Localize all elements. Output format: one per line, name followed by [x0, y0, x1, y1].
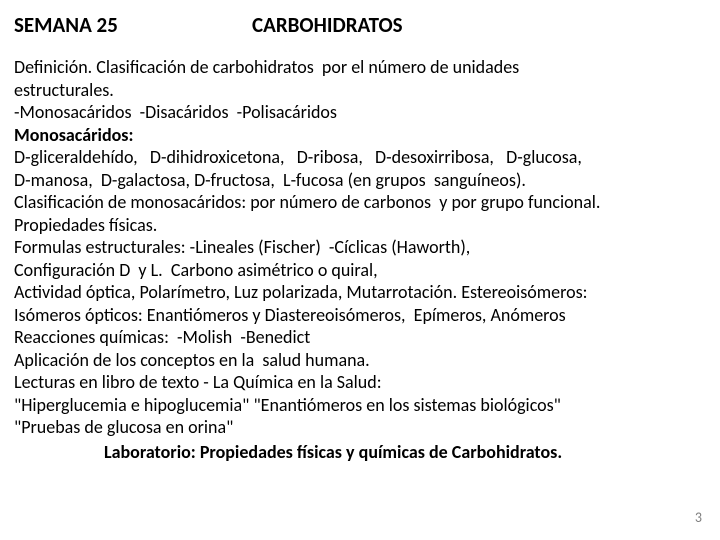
body-line: Configuración D y L. Carbono asimétrico …: [14, 259, 704, 282]
body-text: Definición. Clasificación de carbohidrat…: [14, 56, 704, 439]
body-line: "Hiperglucemia e hipoglucemia" "Enantióm…: [14, 394, 704, 417]
body-line: Monosacáridos:: [14, 124, 704, 147]
header-row: SEMANA 25 CARBOHIDRATOS: [14, 12, 704, 38]
page-number: 3: [695, 509, 702, 526]
body-line: Clasificación de monosacáridos: por núme…: [14, 191, 704, 214]
body-line: Definición. Clasificación de carbohidrat…: [14, 56, 704, 79]
week-label: SEMANA 25: [14, 12, 252, 38]
body-line: estructurales.: [14, 79, 704, 102]
body-line: Aplicación de los conceptos en la salud …: [14, 349, 704, 372]
body-line: -Monosacáridos -Disacáridos -Polisacárid…: [14, 101, 704, 124]
body-line: "Pruebas de glucosa en orina": [14, 416, 704, 439]
body-line: Reacciones químicas: -Molish -Benedict: [14, 326, 704, 349]
body-line: D-manosa, D-galactosa, D-fructosa, L-fuc…: [14, 169, 704, 192]
body-line: Isómeros ópticos: Enantiómeros y Diaster…: [14, 304, 704, 327]
body-line: Propiedades físicas.: [14, 214, 704, 237]
body-line: D-gliceraldehído, D-dihidroxicetona, D-r…: [14, 146, 704, 169]
lab-line: Laboratorio: Propiedades físicas y quími…: [14, 441, 704, 463]
body-line: Formulas estructurales: -Lineales (Fisch…: [14, 236, 704, 259]
page-title: CARBOHIDRATOS: [252, 12, 403, 38]
body-line: Lecturas en libro de texto - La Química …: [14, 371, 704, 394]
body-line: Actividad óptica, Polarímetro, Luz polar…: [14, 281, 704, 304]
